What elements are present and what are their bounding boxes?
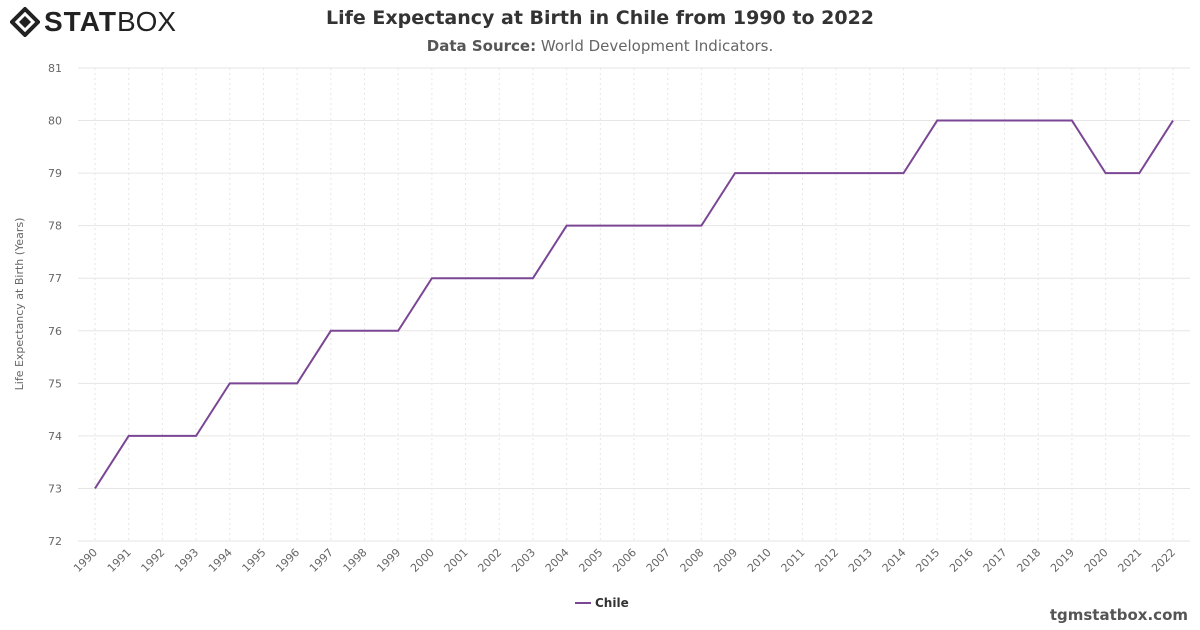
logo-text-bold: STAT	[44, 6, 117, 37]
y-tick-label: 80	[48, 115, 62, 128]
x-tick-label: 2007	[644, 546, 673, 575]
x-tick-label: 1996	[273, 546, 302, 575]
x-tick-label: 1998	[341, 546, 370, 575]
x-tick-label: 2015	[913, 546, 942, 575]
x-tick-label: 2010	[745, 546, 774, 575]
x-tick-label: 2012	[812, 546, 841, 575]
x-tick-label: 2016	[947, 546, 976, 575]
x-tick-label: 1997	[307, 546, 336, 575]
source-label: Data Source:	[426, 37, 537, 55]
x-tick-label: 2006	[610, 546, 639, 575]
legend-label[interactable]: Chile	[595, 596, 629, 610]
x-tick-label: 2020	[1082, 546, 1111, 575]
y-tick-label: 77	[48, 272, 62, 285]
statbox-logo: STAT BOX	[10, 6, 176, 38]
x-tick-label: 2009	[711, 546, 740, 575]
x-tick-label: 2003	[509, 546, 538, 575]
chart-title: Life Expectancy at Birth in Chile from 1…	[325, 7, 875, 29]
x-tick-label: 1990	[71, 546, 100, 575]
chart-subtitle: Data Source: World Development Indicator…	[0, 37, 1200, 55]
series-line-chile	[94, 119, 1174, 489]
x-tick-label: 2004	[543, 546, 572, 575]
logo-text-light: BOX	[116, 6, 177, 37]
y-tick-label: 81	[48, 62, 62, 75]
y-tick-label: 72	[48, 535, 62, 548]
y-tick-label: 73	[48, 482, 62, 495]
logo-diamond-icon	[10, 7, 40, 37]
y-tick-label: 76	[48, 325, 62, 338]
x-tick-label: 1995	[240, 546, 269, 575]
x-tick-label: 2021	[1115, 546, 1144, 575]
source-value: World Development Indicators.	[540, 37, 774, 55]
y-tick-label: 79	[48, 167, 62, 180]
x-tick-label: 2018	[1014, 546, 1043, 575]
x-tick-label: 2000	[408, 546, 437, 575]
x-tick-label: 2002	[475, 546, 504, 575]
x-tick-label: 1991	[105, 546, 134, 575]
x-tick-label: 1999	[374, 546, 403, 575]
credit: tgmstatbox.com	[1049, 606, 1188, 624]
x-tick-label: 2017	[981, 546, 1010, 575]
x-tick-label: 1993	[172, 546, 201, 575]
legend[interactable]: Chile	[575, 596, 629, 610]
x-tick-label: 1994	[206, 546, 235, 575]
x-tick-label: 2008	[678, 546, 707, 575]
y-tick-label: 75	[48, 377, 62, 390]
x-tick-label: 2019	[1048, 546, 1077, 575]
x-tick-label: 2014	[880, 546, 909, 575]
y-tick-label: 78	[48, 220, 62, 233]
y-axis-label: Life Expectancy at Birth (Years)	[13, 218, 26, 391]
x-tick-label: 1992	[139, 546, 168, 575]
x-tick-label: 2013	[846, 546, 875, 575]
x-tick-label: 2011	[779, 546, 808, 575]
x-tick-label: 2022	[1149, 546, 1178, 575]
x-tick-label: 2005	[576, 546, 605, 575]
y-tick-label: 74	[48, 430, 62, 443]
x-tick-label: 2001	[442, 546, 471, 575]
